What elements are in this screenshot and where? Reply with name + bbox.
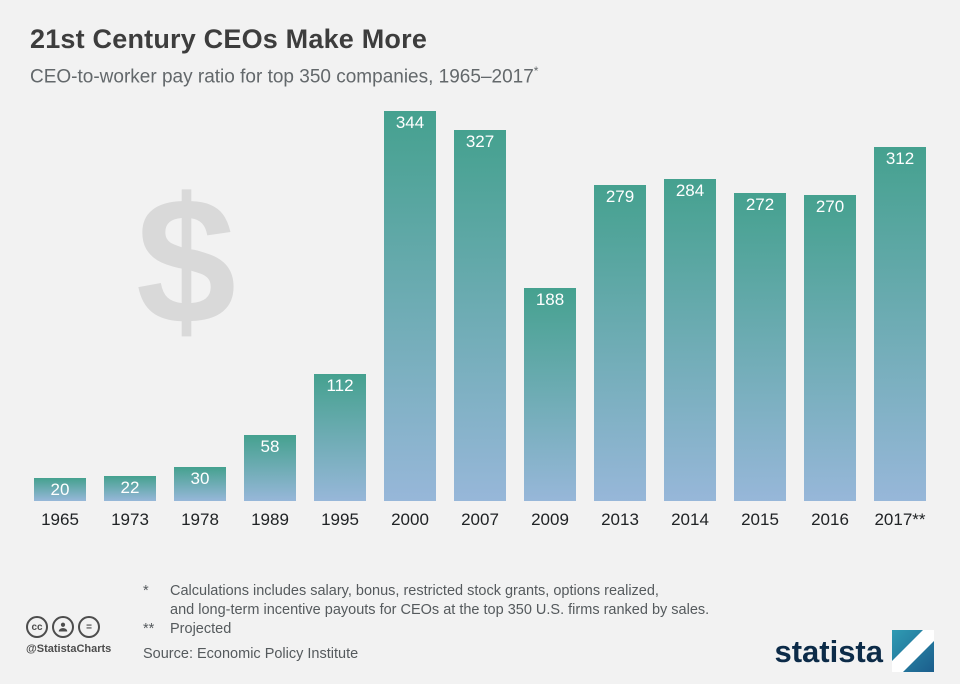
bar-group: 270 2016 (804, 195, 856, 530)
x-axis-label: 2007 (461, 510, 499, 529)
bar-group: 112 1995 (314, 374, 366, 530)
bar-value-label: 30 (190, 469, 210, 488)
footnote-marker: ** (143, 621, 155, 637)
footnote-line: ** Projected (143, 620, 709, 639)
attribution: cc = @StatistaCharts (26, 616, 111, 655)
footnote-line: and long-term incentive payouts for CEOs… (143, 601, 709, 620)
cc-icon: cc (26, 616, 48, 638)
bar-group: 58 1989 (244, 435, 296, 530)
bar-value-label: 22 (120, 478, 140, 497)
bar-group: 312 2017** (874, 147, 926, 530)
x-axis-label: 1989 (251, 510, 289, 529)
x-axis-label: 1995 (321, 510, 359, 529)
x-axis-label: 2000 (391, 510, 429, 529)
bar-value-label: 188 (535, 290, 565, 309)
statista-logo: statista (774, 630, 934, 672)
cc-license-icons: cc = (26, 616, 111, 638)
attribution-person-icon (52, 616, 74, 638)
source-line: Source: Economic Policy Institute (143, 645, 709, 664)
bar-value-label: 312 (885, 149, 915, 168)
bar-value-label: 344 (395, 113, 425, 132)
x-axis-label: 2017** (874, 510, 926, 529)
footnote-marker: * (143, 583, 149, 599)
footnote-text: Calculations includes salary, bonus, res… (170, 583, 659, 599)
x-axis-label: 1965 (41, 510, 79, 529)
bar: 58 (244, 435, 296, 501)
x-axis-label: 1978 (181, 510, 219, 529)
bar: 272 (734, 193, 786, 501)
bar: 30 (174, 467, 226, 501)
statista-logo-icon (892, 630, 934, 672)
bar-group: 344 2000 (384, 111, 436, 530)
bar-value-label: 112 (326, 376, 354, 395)
bar-group: 279 2013 (594, 185, 646, 530)
footnote-text: Projected (170, 621, 232, 637)
bar-group: 284 2014 (664, 179, 716, 530)
footnote-line: * Calculations includes salary, bonus, r… (143, 582, 709, 601)
bar-group: 327 2007 (454, 130, 506, 530)
bar-value-label: 270 (815, 197, 845, 216)
bar-group: 272 2015 (734, 193, 786, 530)
equal-icon: = (78, 616, 100, 638)
footnote-marker (143, 601, 170, 620)
page-title: 21st Century CEOs Make More (30, 24, 428, 54)
bar-group: 20 1965 (34, 478, 86, 530)
bar: 188 (524, 288, 576, 501)
bar-chart: $ 20 1965 22 1973 30 1978 58 1989 112 1995 344 2000… (34, 111, 930, 530)
bar-value-label: 284 (675, 181, 705, 200)
chart-header: 21st Century CEOs Make More CEO-to-worke… (0, 0, 960, 88)
bar-value-label: 279 (605, 187, 635, 206)
bar-value-label: 327 (465, 132, 495, 151)
bars: 20 1965 22 1973 30 1978 58 1989 112 1995 344 2000 32… (34, 111, 930, 530)
subtitle-text: CEO-to-worker pay ratio for top 350 comp… (30, 66, 534, 88)
bar-group: 30 1978 (174, 467, 226, 530)
x-axis-label: 2014 (671, 510, 709, 529)
bar-value-label: 58 (260, 437, 280, 456)
subtitle-footnote-marker: * (533, 64, 539, 78)
bar: 20 (34, 478, 86, 501)
x-axis-label: 1973 (111, 510, 149, 529)
x-axis-label: 2009 (531, 510, 569, 529)
x-axis-label: 2015 (741, 510, 779, 529)
footnotes: * Calculations includes salary, bonus, r… (143, 582, 709, 664)
x-axis-label: 2013 (601, 510, 639, 529)
page-subtitle: CEO-to-worker pay ratio for top 350 comp… (30, 64, 930, 88)
footnote-text: and long-term incentive payouts for CEOs… (170, 602, 710, 618)
bar: 22 (104, 476, 156, 501)
dollar-watermark: $ (136, 161, 237, 362)
bar-group: 188 2009 (524, 288, 576, 530)
bar: 344 (384, 111, 436, 501)
bar: 327 (454, 130, 506, 501)
bar-group: 22 1973 (104, 476, 156, 530)
statista-logo-text: statista (774, 633, 883, 669)
x-axis-label: 2016 (811, 510, 849, 529)
bar: 270 (804, 195, 856, 501)
bar: 312 (874, 147, 926, 501)
bar: 112 (314, 374, 366, 501)
bar: 279 (594, 185, 646, 501)
source-text: Source: Economic Policy Institute (143, 646, 359, 662)
bar: 284 (664, 179, 716, 501)
statista-charts-handle: @StatistaCharts (26, 643, 112, 655)
bar-value-label: 20 (50, 480, 70, 499)
bar-value-label: 272 (745, 195, 775, 214)
